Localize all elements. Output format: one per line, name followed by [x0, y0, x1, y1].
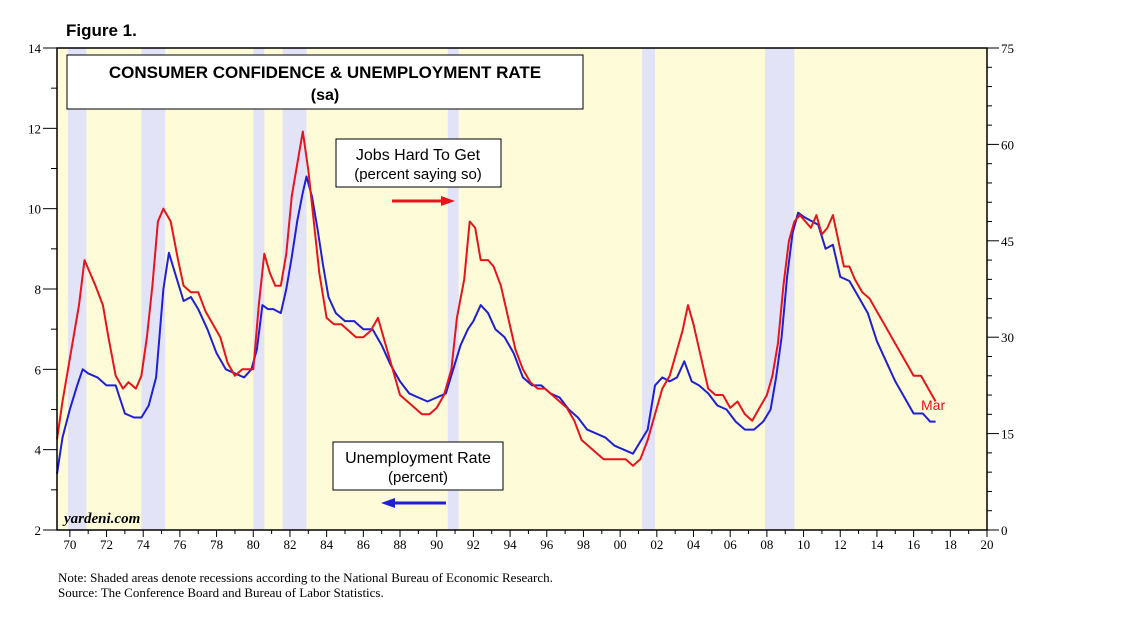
- x-tick-label: 78: [210, 537, 223, 552]
- right-tick-label: 0: [1001, 523, 1008, 538]
- recession-band-1: [141, 48, 166, 530]
- jobs-arrow-right-icon: [392, 196, 455, 206]
- watermark: yardeni.com: [62, 511, 140, 527]
- series-layer: [56, 130, 937, 474]
- left-tick-label: 10: [28, 202, 41, 217]
- end-label-mar: Mar: [921, 397, 945, 413]
- series-line-unemployment: [56, 175, 936, 474]
- left-tick-label: 8: [35, 282, 42, 297]
- left-tick-label: 4: [35, 443, 42, 458]
- x-tick-label: 74: [137, 537, 151, 552]
- title-box: CONSUMER CONFIDENCE & UNEMPLOYMENT RATE …: [66, 54, 584, 110]
- recession-band-0: [68, 48, 87, 530]
- x-tick-label: 84: [320, 537, 334, 552]
- axis-ticks: 70 72 74 76 78 80 82 84 86 88 90 92 94 96 98 00 02 04 06 08…: [28, 41, 1014, 552]
- series-line-jobs-hard-to-get: [56, 130, 937, 467]
- x-tick-label: 00: [614, 537, 627, 552]
- x-tick-label: 70: [63, 537, 76, 552]
- unemp-label-line1: Unemployment Rate: [345, 450, 491, 467]
- plot-background: [57, 48, 987, 530]
- x-tick-label: 72: [100, 537, 113, 552]
- note-source: Source: The Conference Board and Bureau …: [58, 585, 384, 600]
- x-tick-label: 06: [724, 537, 738, 552]
- x-tick-label: 80: [247, 537, 260, 552]
- unemployment-label-box: Unemployment Rate (percent): [332, 441, 504, 491]
- chart-title: CONSUMER CONFIDENCE & UNEMPLOYMENT RATE: [109, 63, 541, 82]
- recession-band-3: [282, 48, 307, 530]
- x-tick-label: 86: [357, 537, 371, 552]
- x-tick-label: 18: [944, 537, 957, 552]
- chart-subtitle: (sa): [311, 87, 339, 104]
- jobs-label-line2: (percent saying so): [354, 166, 482, 183]
- x-tick-label: 76: [173, 537, 187, 552]
- right-tick-label: 45: [1001, 234, 1014, 249]
- x-tick-label: 02: [650, 537, 663, 552]
- jobs-hard-label-box: Jobs Hard To Get (percent saying so): [335, 138, 502, 188]
- x-tick-label: 88: [394, 537, 407, 552]
- recession-band-4: [447, 48, 459, 530]
- recession-band-6: [765, 48, 795, 530]
- x-tick-label: 04: [687, 537, 701, 552]
- x-tick-label: 92: [467, 537, 480, 552]
- x-tick-label: 10: [797, 537, 810, 552]
- x-tick-label: 96: [540, 537, 554, 552]
- x-tick-label: 94: [504, 537, 518, 552]
- left-tick-label: 12: [28, 121, 41, 136]
- jobs-label-line1: Jobs Hard To Get: [356, 147, 481, 164]
- left-tick-label: 6: [35, 362, 42, 377]
- x-tick-label: 20: [981, 537, 994, 552]
- figure-label: Figure 1.: [66, 21, 137, 40]
- x-tick-label: 16: [907, 537, 921, 552]
- recession-shading: [68, 48, 795, 530]
- unemp-label-line2: (percent): [388, 469, 448, 486]
- unemployment-arrow-left-icon: [381, 498, 446, 508]
- right-tick-label: 75: [1001, 41, 1014, 56]
- x-tick-label: 14: [870, 537, 884, 552]
- recession-band-5: [642, 48, 655, 530]
- recession-band-2: [253, 48, 265, 530]
- right-tick-label: 60: [1001, 137, 1014, 152]
- x-tick-label: 12: [834, 537, 847, 552]
- left-tick-label: 14: [28, 41, 42, 56]
- x-tick-label: 82: [283, 537, 296, 552]
- x-tick-label: 08: [760, 537, 773, 552]
- note-recession: Note: Shaded areas denote recessions acc…: [58, 570, 553, 585]
- x-tick-label: 98: [577, 537, 590, 552]
- right-tick-label: 30: [1001, 330, 1014, 345]
- x-tick-label: 90: [430, 537, 443, 552]
- left-tick-label: 2: [35, 523, 42, 538]
- right-tick-label: 15: [1001, 427, 1014, 442]
